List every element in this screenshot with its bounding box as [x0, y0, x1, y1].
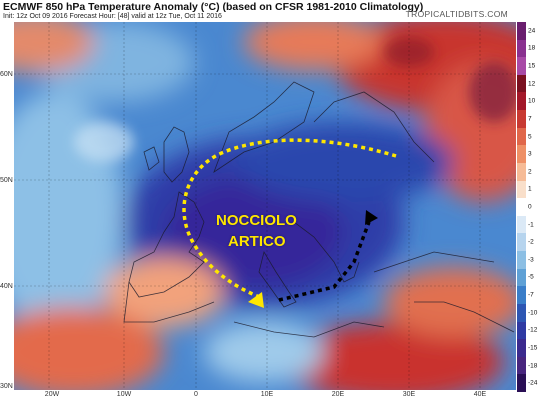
color-scale-swatch [517, 286, 526, 305]
color-scale-swatch [517, 57, 526, 76]
color-scale-label: 5 [528, 133, 532, 141]
color-scale-label: -12 [528, 326, 538, 334]
color-scale-swatch [517, 162, 526, 182]
anomaly-field [14, 22, 516, 390]
color-scale-swatch [517, 303, 526, 322]
color-scale-label: 12 [528, 80, 536, 88]
lon-label-10w: 10W [116, 391, 132, 398]
color-scale-swatch [517, 39, 526, 58]
lat-label-30n: 30N [0, 383, 13, 390]
color-scale-swatch [517, 321, 526, 340]
color-scale-swatch [517, 268, 526, 287]
forecast-info: Init: 12z Oct 09 2016 Forecast Hour: [48… [3, 13, 222, 20]
lon-label-40e: 40E [473, 391, 487, 398]
color-scale-swatch [517, 339, 526, 358]
color-scale-label: -5 [528, 273, 534, 281]
map-header: ECMWF 850 hPa Temperature Anomaly (°C) (… [0, 0, 541, 22]
lat-label-40n: 40N [0, 283, 13, 290]
color-scale-label: 10 [528, 97, 536, 105]
lon-label-20w: 20W [44, 391, 60, 398]
color-scale-swatch [517, 92, 526, 111]
color-scale-label: -24 [528, 379, 538, 387]
color-scale-swatch [517, 356, 526, 375]
color-scale-label: 18 [528, 44, 536, 52]
color-scale-swatch [517, 110, 526, 129]
arc-arrowhead [248, 292, 264, 308]
lon-label-30e: 30E [402, 391, 416, 398]
color-scale: 24 18 15 12 10 7 5 3 2 1 0 -1 -2 -3 -5 -7 -10 -12 -15 -18 -2… [517, 22, 541, 393]
color-scale-label: 7 [528, 115, 532, 123]
color-scale-swatch [517, 233, 526, 252]
color-scale-label: 15 [528, 62, 536, 70]
color-scale-label: -1 [528, 221, 534, 229]
color-scale-label: -3 [528, 256, 534, 264]
color-scale-swatch [517, 374, 526, 393]
color-scale-label: 3 [528, 150, 532, 158]
color-scale-swatch [517, 22, 526, 41]
color-scale-swatch [517, 198, 526, 217]
temperature-anomaly-map: NOCCIOLO ARTICO [14, 22, 516, 390]
annotation-line-2: ARTICO [228, 233, 286, 250]
color-scale-label: -10 [528, 309, 538, 317]
color-scale-label: -15 [528, 344, 538, 352]
lat-label-50n: 50N [0, 177, 13, 184]
color-scale-swatch [517, 251, 526, 270]
circulation-arc [182, 138, 397, 300]
color-scale-label: 1 [528, 185, 532, 193]
color-scale-swatch [517, 145, 526, 164]
color-scale-label: -2 [528, 238, 534, 246]
map-title: ECMWF 850 hPa Temperature Anomaly (°C) (… [3, 1, 424, 13]
lat-label-60n: 60N [0, 71, 13, 78]
color-scale-label: 24 [528, 27, 536, 35]
lon-label-0: 0 [194, 391, 198, 398]
color-scale-label: 2 [528, 168, 532, 176]
color-scale-label: -7 [528, 291, 534, 299]
color-scale-swatch [517, 74, 526, 93]
brand-watermark: TROPICALTIDBITS.COM [405, 9, 508, 19]
color-scale-swatch [517, 127, 526, 146]
lon-label-10e: 10E [260, 391, 274, 398]
color-scale-label: 0 [528, 203, 532, 211]
flow-arrow [278, 221, 371, 302]
flow-arrowhead [365, 210, 378, 225]
color-scale-label: -18 [528, 362, 538, 370]
lon-label-20e: 20E [331, 391, 345, 398]
annotation-line-1: NOCCIOLO [216, 212, 297, 229]
color-scale-swatch [517, 180, 526, 199]
color-scale-swatch [517, 215, 526, 234]
